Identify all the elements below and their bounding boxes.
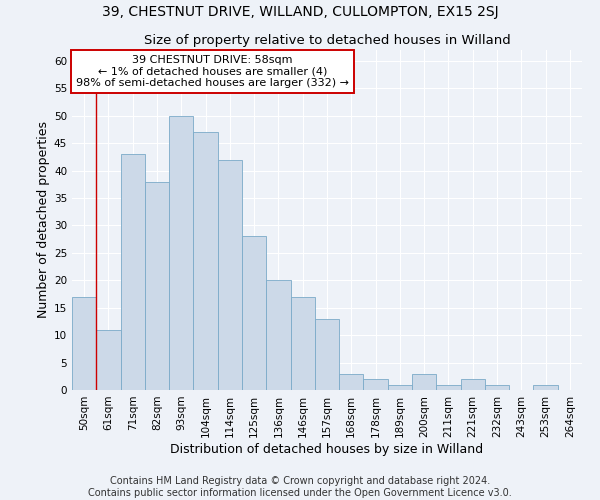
Bar [412,374,436,390]
Text: 39, CHESTNUT DRIVE, WILLAND, CULLOMPTON, EX15 2SJ: 39, CHESTNUT DRIVE, WILLAND, CULLOMPTON,… [101,5,499,19]
Bar [266,280,290,390]
Text: Contains HM Land Registry data © Crown copyright and database right 2024.
Contai: Contains HM Land Registry data © Crown c… [88,476,512,498]
Bar [193,132,218,390]
Bar [388,384,412,390]
Bar [169,116,193,390]
Bar [315,318,339,390]
Bar [242,236,266,390]
Bar [364,379,388,390]
Bar [339,374,364,390]
Bar [436,384,461,390]
Text: 39 CHESTNUT DRIVE: 58sqm
← 1% of detached houses are smaller (4)
98% of semi-det: 39 CHESTNUT DRIVE: 58sqm ← 1% of detache… [76,55,349,88]
Bar [533,384,558,390]
Bar [461,379,485,390]
Bar [218,160,242,390]
Bar [72,297,96,390]
Title: Size of property relative to detached houses in Willand: Size of property relative to detached ho… [143,34,511,48]
Bar [290,297,315,390]
Bar [121,154,145,390]
Y-axis label: Number of detached properties: Number of detached properties [37,122,50,318]
Bar [145,182,169,390]
Bar [96,330,121,390]
Bar [485,384,509,390]
X-axis label: Distribution of detached houses by size in Willand: Distribution of detached houses by size … [170,442,484,456]
